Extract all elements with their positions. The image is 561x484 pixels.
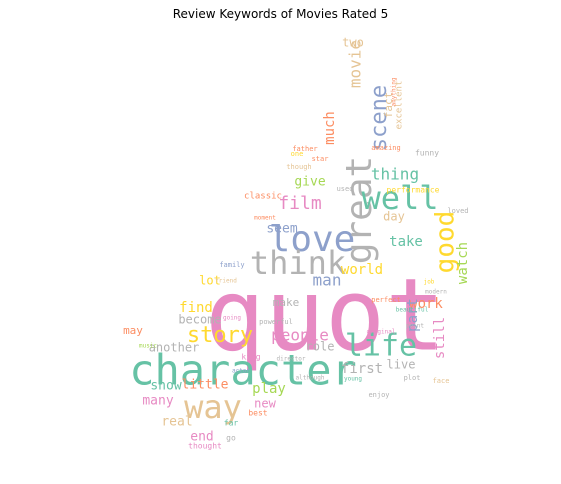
cloud-word-thing: thing bbox=[371, 165, 419, 184]
cloud-word-funny: funny bbox=[415, 149, 439, 158]
cloud-word-best: best bbox=[248, 409, 267, 418]
cloud-word-although: although bbox=[296, 375, 325, 382]
cloud-word-love: love bbox=[269, 219, 356, 260]
cloud-word-lot: lot bbox=[199, 274, 221, 288]
cloud-word-man: man bbox=[313, 271, 342, 290]
cloud-word-going: going bbox=[223, 315, 241, 322]
cloud-word-watch: watch bbox=[455, 242, 471, 284]
cloud-word-may: may bbox=[123, 324, 143, 337]
cloud-word-modern: modern bbox=[425, 289, 447, 296]
cloud-word-give: give bbox=[294, 175, 325, 190]
cloud-word-far: far bbox=[224, 419, 239, 428]
cloud-word-great: great bbox=[339, 156, 380, 264]
cloud-word-first: first bbox=[341, 361, 383, 377]
cloud-word-king: king bbox=[241, 353, 260, 362]
cloud-word-well: well bbox=[361, 179, 438, 217]
cloud-word-character: character bbox=[129, 346, 357, 395]
cloud-word-though: though bbox=[286, 163, 311, 171]
cloud-word-take: take bbox=[389, 234, 423, 250]
cloud-word-enjoy: enjoy bbox=[368, 391, 389, 399]
cloud-word-day: day bbox=[383, 210, 405, 224]
cloud-word-moment: moment bbox=[254, 215, 276, 222]
cloud-word-scene: scene bbox=[367, 85, 392, 151]
cloud-word-performance: performance bbox=[387, 186, 440, 195]
cloud-word-family: family bbox=[219, 261, 244, 269]
cloud-word-classic: classic bbox=[244, 192, 282, 202]
cloud-word-loved: loved bbox=[447, 207, 468, 215]
cloud-word-actor: actor bbox=[232, 368, 250, 375]
cloud-word-play: play bbox=[252, 381, 286, 397]
cloud-word-work: work bbox=[409, 296, 443, 312]
cloud-word-movie: movie bbox=[346, 40, 365, 88]
cloud-word-go: go bbox=[226, 434, 236, 443]
cloud-word-many: many bbox=[142, 394, 173, 409]
cloud-word-plot: plot bbox=[404, 374, 421, 382]
cloud-word-live: live bbox=[387, 358, 416, 372]
cloud-word-new: new bbox=[254, 397, 276, 411]
cloud-word-show: show bbox=[150, 379, 181, 394]
cloud-word-film: film bbox=[278, 193, 321, 214]
cloud-word-life: life bbox=[345, 329, 417, 364]
cloud-word-one: one bbox=[291, 150, 304, 158]
cloud-word-original: original bbox=[367, 329, 396, 336]
cloud-word-father: father bbox=[292, 145, 317, 153]
cloud-word-people: people bbox=[271, 326, 329, 345]
cloud-word-good: good bbox=[431, 211, 461, 274]
cloud-word-seem: seem bbox=[266, 222, 297, 237]
cloud-word-star: star bbox=[312, 155, 329, 163]
cloud-word-part: part bbox=[405, 298, 421, 332]
cloud-word-young: young bbox=[344, 376, 362, 383]
cloud-word-job: job bbox=[424, 279, 435, 286]
cloud-word-little: little bbox=[182, 378, 229, 393]
cloud-word-two: two bbox=[342, 36, 364, 50]
cloud-word-thought: thought bbox=[188, 442, 222, 451]
cloud-word-world: world bbox=[341, 262, 383, 278]
cloud-word-story: story bbox=[187, 323, 253, 348]
cloud-word-fact: fact bbox=[382, 92, 395, 119]
cloud-word-role: role bbox=[306, 340, 335, 354]
cloud-word-become: become bbox=[178, 313, 221, 327]
cloud-word-end: end bbox=[190, 430, 213, 445]
cloud-word-amazing: amazing bbox=[371, 144, 401, 152]
cloud-word-much: much bbox=[322, 111, 338, 145]
cloud-word-face: face bbox=[433, 377, 450, 385]
cloud-word-beautiful: beautiful bbox=[396, 307, 429, 314]
cloud-word-used: used bbox=[337, 185, 354, 193]
cloud-word-point: point bbox=[406, 323, 424, 330]
cloud-word-real: real bbox=[161, 415, 192, 430]
cloud-word-anything: anything bbox=[391, 77, 398, 106]
cloud-word-way: way bbox=[184, 388, 242, 426]
cloud-word-friend: friend bbox=[215, 278, 237, 285]
cloud-word-another: another bbox=[149, 341, 200, 355]
cloud-word-find: find bbox=[179, 300, 213, 316]
cloud-word-excellent: excellent bbox=[395, 81, 405, 130]
cloud-word-powerful: powerful bbox=[259, 318, 293, 326]
cloud-word-director: director bbox=[277, 356, 306, 363]
cloud-word-perfect: perfect bbox=[371, 296, 401, 304]
cloud-word-still: still bbox=[432, 317, 448, 359]
figure-title: Review Keywords of Movies Rated 5 bbox=[172, 7, 389, 21]
cloud-word-make: make bbox=[273, 296, 300, 309]
cloud-word-think: think bbox=[250, 244, 346, 282]
cloud-word-music: music bbox=[139, 343, 157, 350]
cloud-word-quot: quot bbox=[205, 256, 446, 373]
